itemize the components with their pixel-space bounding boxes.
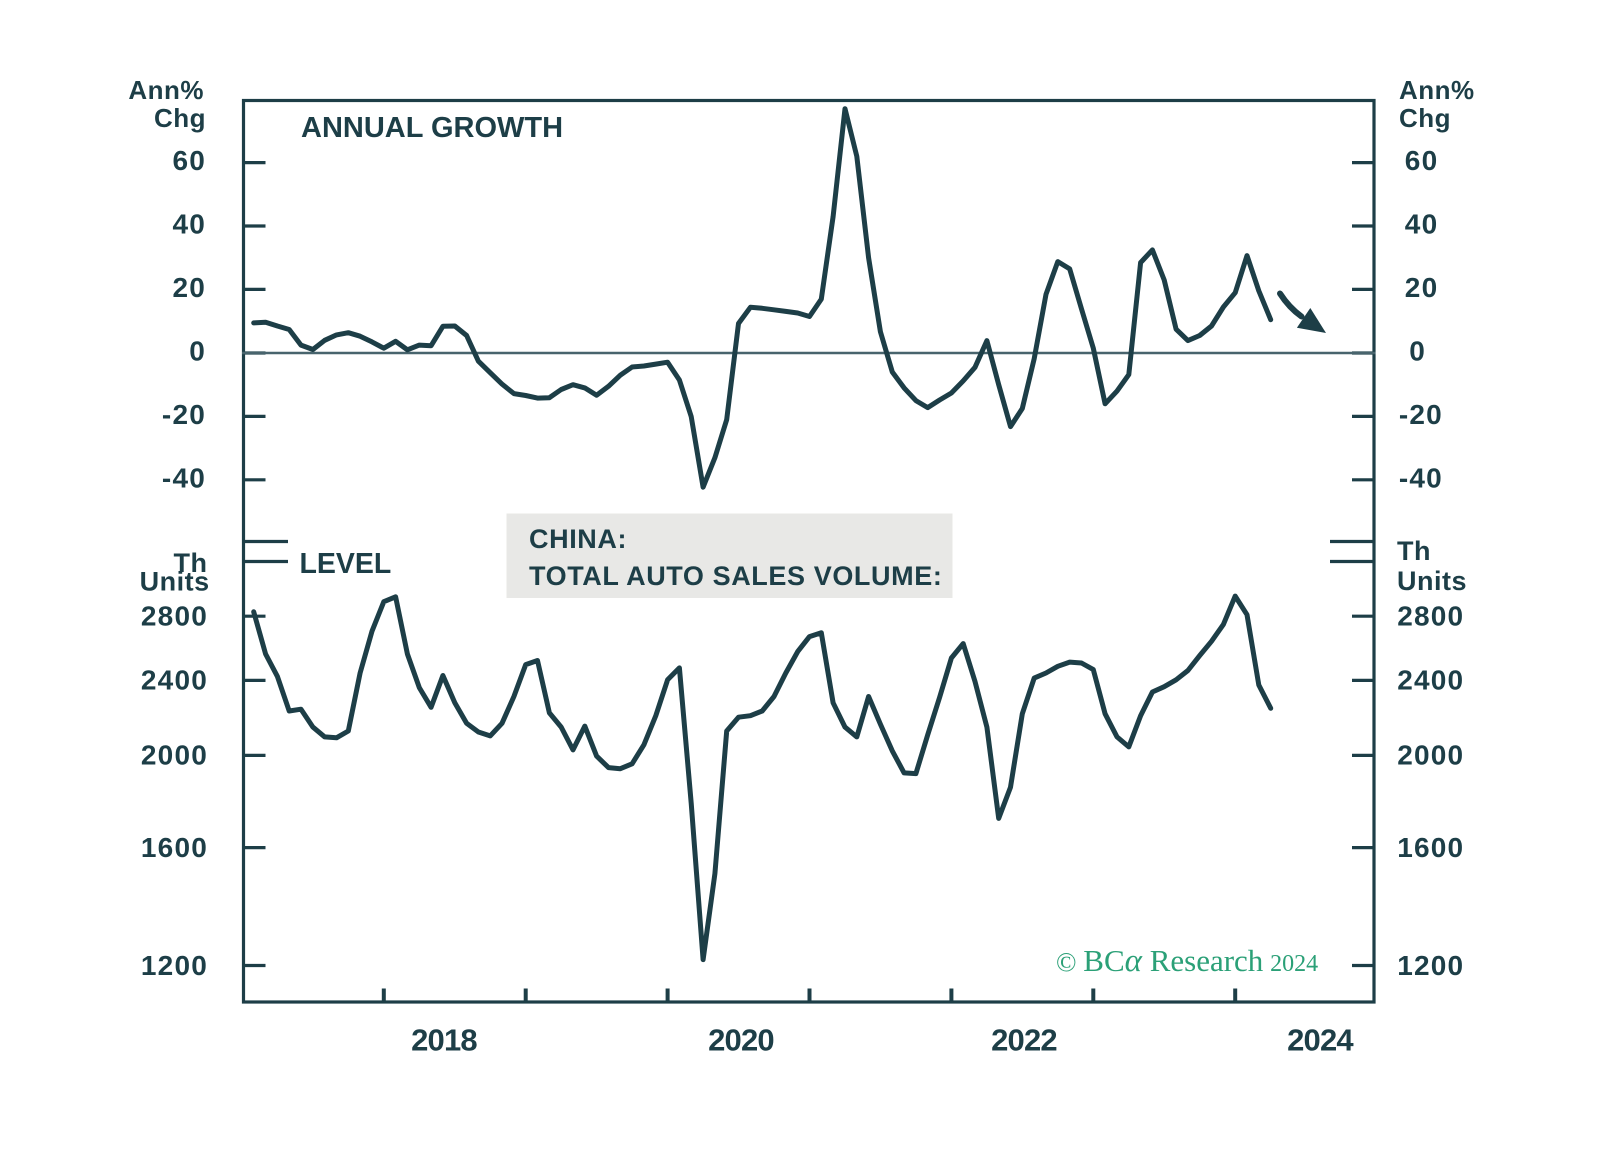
svg-text:Units: Units xyxy=(1397,566,1467,596)
svg-text:60: 60 xyxy=(172,145,206,176)
svg-text:2400: 2400 xyxy=(1397,665,1464,696)
svg-text:-20: -20 xyxy=(162,399,206,430)
svg-text:2800: 2800 xyxy=(141,601,208,632)
svg-text:ANNUAL GROWTH: ANNUAL GROWTH xyxy=(301,112,563,144)
svg-text:Ann%: Ann% xyxy=(1399,75,1475,105)
svg-text:-40: -40 xyxy=(1399,462,1443,493)
svg-text:1200: 1200 xyxy=(141,950,208,981)
svg-text:1600: 1600 xyxy=(1397,832,1464,863)
svg-text:CHINA:: CHINA: xyxy=(529,524,627,554)
svg-text:Units: Units xyxy=(140,567,210,597)
svg-text:Th: Th xyxy=(174,548,208,578)
svg-text:60: 60 xyxy=(1405,145,1439,176)
svg-text:Chg: Chg xyxy=(1399,103,1451,133)
svg-text:Ann%: Ann% xyxy=(128,75,204,105)
svg-text:2024: 2024 xyxy=(1287,1023,1354,1058)
svg-text:0: 0 xyxy=(1409,336,1426,367)
svg-text:Chg: Chg xyxy=(154,103,206,133)
svg-text:0: 0 xyxy=(189,336,206,367)
svg-text:Th: Th xyxy=(1397,536,1431,566)
svg-text:2000: 2000 xyxy=(141,740,208,771)
svg-text:2020: 2020 xyxy=(708,1023,774,1058)
svg-text:-40: -40 xyxy=(162,462,206,493)
svg-text:-20: -20 xyxy=(1399,399,1443,430)
svg-text:20: 20 xyxy=(1405,272,1439,303)
svg-text:1600: 1600 xyxy=(141,832,208,863)
svg-text:40: 40 xyxy=(1405,209,1439,240)
svg-text:2800: 2800 xyxy=(1397,601,1464,632)
svg-text:2018: 2018 xyxy=(411,1023,477,1058)
svg-text:LEVEL: LEVEL xyxy=(300,548,392,580)
svg-text:2000: 2000 xyxy=(1397,740,1464,771)
svg-text:20: 20 xyxy=(172,272,206,303)
svg-text:1200: 1200 xyxy=(1397,950,1464,981)
svg-text:TOTAL AUTO SALES VOLUME:: TOTAL AUTO SALES VOLUME: xyxy=(529,561,942,591)
svg-text:40: 40 xyxy=(172,209,206,240)
svg-text:2022: 2022 xyxy=(991,1023,1057,1058)
svg-text:2400: 2400 xyxy=(141,665,208,696)
